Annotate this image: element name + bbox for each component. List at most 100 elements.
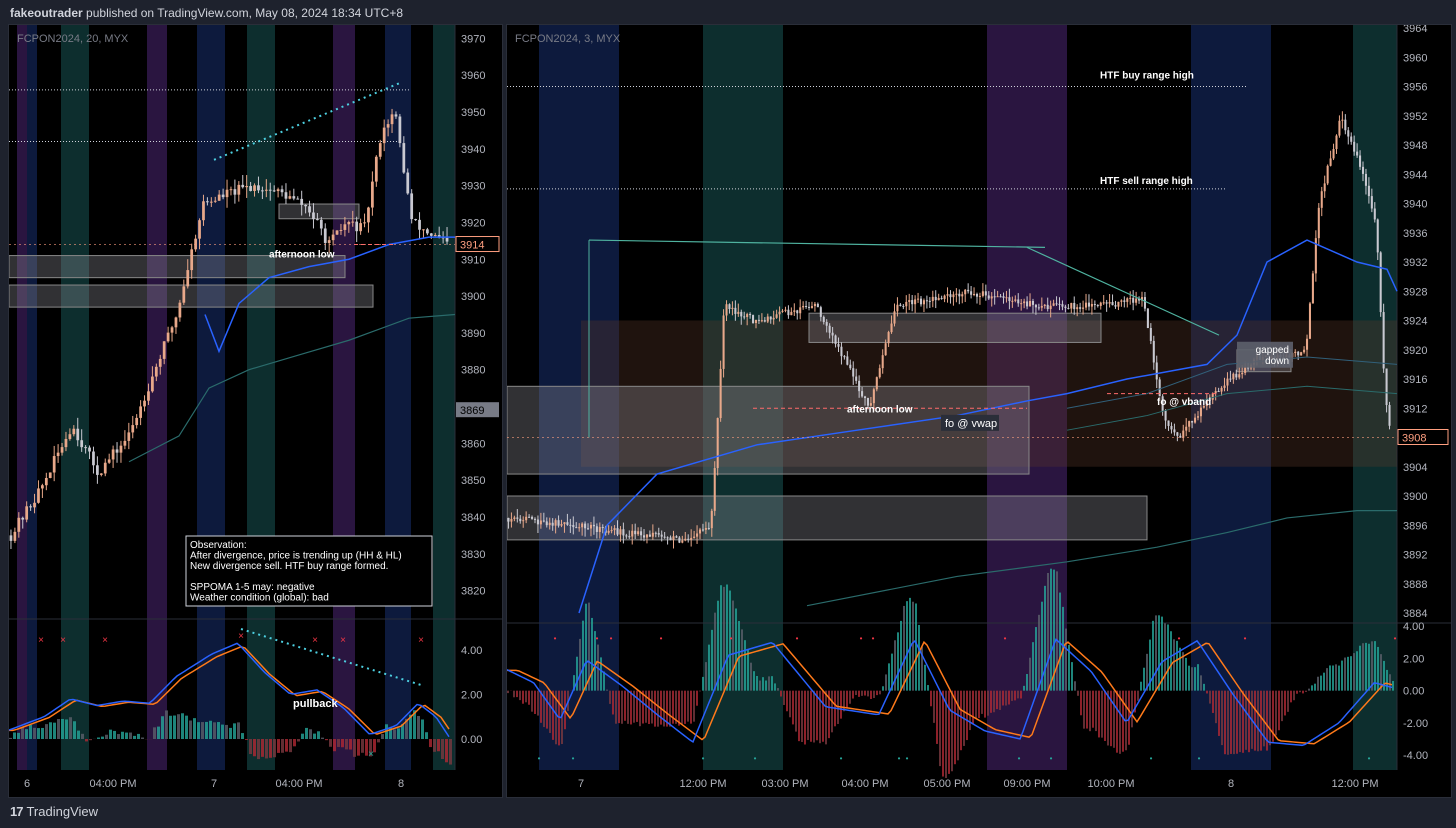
candle[interactable] [174,316,178,334]
candle[interactable] [1146,308,1149,329]
candle[interactable] [884,339,887,356]
candle[interactable] [952,291,955,306]
candle[interactable] [934,290,937,309]
candle[interactable] [610,526,613,534]
candle[interactable] [394,111,398,119]
candle[interactable] [607,525,610,535]
candle[interactable] [793,303,796,316]
candle[interactable] [1303,346,1306,354]
candle[interactable] [1014,295,1017,303]
candle[interactable] [304,204,307,214]
candle[interactable] [766,313,769,324]
candle[interactable] [390,108,394,133]
candle[interactable] [1370,188,1373,213]
candle[interactable] [566,513,569,526]
candle[interactable] [840,342,843,365]
candle[interactable] [1217,387,1220,393]
candle[interactable] [1323,175,1326,198]
candle[interactable] [182,279,186,305]
candle[interactable] [343,216,347,237]
candle[interactable] [681,535,684,544]
last-price-tag[interactable] [455,236,500,253]
candle[interactable] [805,300,808,309]
candle[interactable] [1232,372,1235,384]
candle[interactable] [896,297,899,317]
candle[interactable] [663,531,666,539]
candle[interactable] [999,293,1002,298]
candle[interactable] [347,220,351,233]
candle[interactable] [601,524,604,534]
candle[interactable] [44,472,48,491]
candle[interactable] [522,516,525,528]
candle[interactable] [1223,377,1226,392]
candle[interactable] [790,307,793,316]
candle[interactable] [1294,349,1297,357]
candle[interactable] [881,349,884,374]
candle[interactable] [660,530,663,542]
candle[interactable] [1020,299,1023,311]
candle[interactable] [852,361,855,385]
candle[interactable] [1361,161,1365,182]
candle[interactable] [25,501,29,523]
candle[interactable] [21,516,25,529]
candle[interactable] [964,288,967,303]
candle[interactable] [595,523,598,539]
candle[interactable] [878,364,881,379]
candle[interactable] [557,515,560,528]
symbol-label[interactable]: FCPON2024, 3, MYX [515,33,621,45]
candle[interactable] [323,223,327,250]
candle[interactable] [525,511,528,524]
candle[interactable] [825,319,828,333]
candle[interactable] [237,181,241,202]
candle[interactable] [752,314,755,324]
candle[interactable] [233,179,237,204]
candle[interactable] [1359,150,1362,170]
candle[interactable] [863,395,867,406]
candle[interactable] [280,185,284,197]
candle[interactable] [575,522,578,529]
candle[interactable] [984,284,987,301]
candle[interactable] [249,181,252,192]
candle[interactable] [433,232,437,237]
candle[interactable] [645,534,648,544]
candle[interactable] [905,295,908,314]
candle[interactable] [1129,291,1132,305]
candle[interactable] [666,536,669,545]
candle[interactable] [740,309,743,325]
candle[interactable] [922,298,925,313]
candle[interactable] [1191,420,1194,429]
candle[interactable] [119,440,123,463]
candle[interactable] [1167,420,1170,431]
candle[interactable] [1182,424,1185,442]
candle[interactable] [1317,203,1320,246]
candle[interactable] [1367,177,1370,204]
candle[interactable] [728,303,731,314]
candle[interactable] [628,530,631,539]
candle[interactable] [819,305,822,322]
candle[interactable] [166,326,170,343]
candle[interactable] [993,289,996,305]
candle[interactable] [1061,300,1064,311]
chart-right-svg[interactable]: 3964 3960 3956 3952 3948 3944 3940 3936 3932 3928… [506,23,1451,797]
candle[interactable] [335,230,339,235]
candle[interactable] [746,312,749,326]
candle[interactable] [52,445,56,482]
candle[interactable] [846,351,849,366]
candle[interactable] [822,315,825,325]
candle[interactable] [1073,296,1076,315]
candle[interactable] [539,512,542,529]
candle[interactable] [961,291,964,304]
candle[interactable] [1096,304,1099,308]
candle[interactable] [245,175,249,198]
candle[interactable] [578,523,581,532]
candle[interactable] [1043,303,1046,309]
candle[interactable] [1235,369,1238,381]
candle[interactable] [154,363,158,382]
candle[interactable] [869,396,872,407]
candle[interactable] [1126,297,1129,308]
candle[interactable] [1052,299,1055,307]
candle[interactable] [1229,370,1232,382]
candle[interactable] [316,213,319,221]
candle[interactable] [619,526,622,542]
candle[interactable] [1185,418,1188,437]
